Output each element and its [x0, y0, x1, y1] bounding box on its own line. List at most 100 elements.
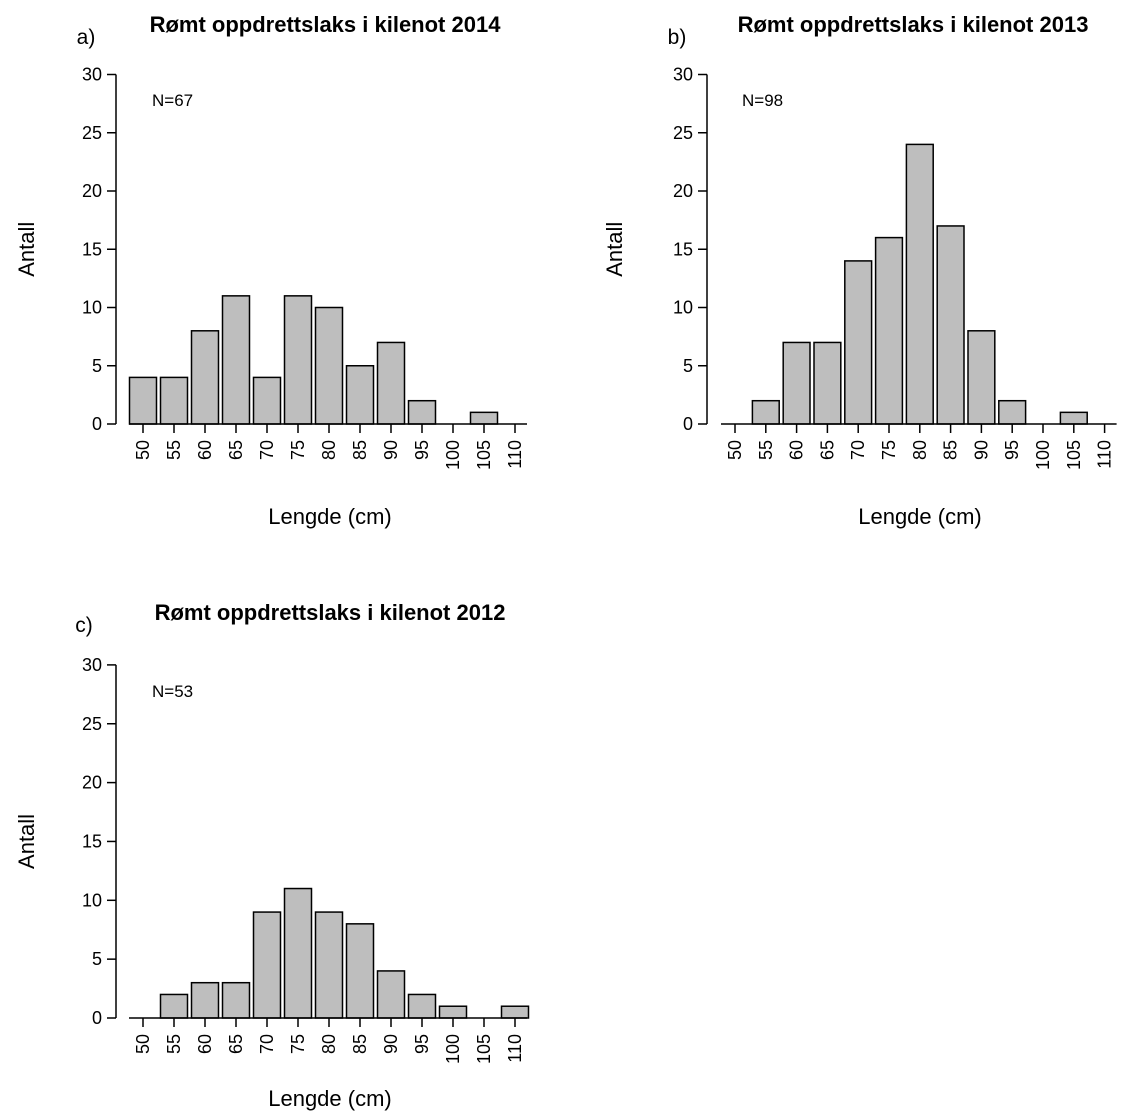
bar — [314, 911, 344, 1019]
x-tick-label: 70 — [257, 440, 277, 460]
bar — [252, 376, 282, 425]
bar — [221, 295, 251, 425]
y-tick-label: 0 — [92, 414, 102, 434]
y-tick-label: 20 — [82, 773, 102, 793]
bar — [782, 341, 811, 425]
bar — [190, 330, 220, 425]
x-tick-label: 85 — [941, 440, 961, 460]
bar — [159, 993, 189, 1019]
x-tick-label: 110 — [505, 440, 525, 469]
chart-title: Rømt oppdrettslaks i kilenot 2012 — [155, 600, 506, 625]
chart-title: Rømt oppdrettslaks i kilenot 2014 — [150, 12, 502, 37]
x-tick-label: 105 — [474, 1034, 494, 1064]
x-tick-label: 70 — [257, 1034, 277, 1054]
x-tick-label: 70 — [848, 440, 868, 460]
x-axis-label: Lengde (cm) — [268, 504, 392, 529]
bar — [345, 365, 375, 425]
sample-size-label: N=67 — [152, 91, 193, 110]
y-tick-label: 20 — [82, 181, 102, 201]
bar — [159, 376, 189, 425]
x-tick-label: 85 — [350, 1034, 370, 1054]
x-tick-label: 110 — [505, 1034, 525, 1063]
bar — [469, 411, 499, 425]
x-tick-label: 60 — [195, 440, 215, 460]
x-tick-label: 50 — [725, 440, 745, 460]
bar — [252, 911, 282, 1019]
x-tick-label: 80 — [910, 440, 930, 460]
y-tick-label: 15 — [673, 239, 693, 259]
bar — [283, 887, 313, 1019]
bar — [376, 970, 406, 1019]
panel-label: a) — [77, 26, 96, 49]
sample-size-label: N=53 — [152, 682, 193, 701]
y-tick-label: 25 — [82, 123, 102, 143]
bar — [905, 143, 934, 425]
y-tick-label: 15 — [82, 239, 102, 259]
y-tick-label: 10 — [673, 298, 693, 318]
y-tick-label: 30 — [82, 655, 102, 675]
y-tick-label: 30 — [673, 65, 693, 85]
x-tick-label: 95 — [1002, 440, 1022, 460]
y-axis-label: Antall — [14, 222, 39, 277]
y-tick-label: 0 — [683, 414, 693, 434]
bar — [128, 376, 158, 425]
y-tick-label: 20 — [673, 181, 693, 201]
y-tick-label: 25 — [82, 714, 102, 734]
y-tick-label: 25 — [673, 123, 693, 143]
bar — [1059, 411, 1088, 425]
bar — [936, 225, 965, 425]
bar — [500, 1005, 530, 1019]
x-tick-label: 60 — [787, 440, 807, 460]
y-tick-label: 5 — [683, 356, 693, 376]
x-tick-label: 100 — [443, 440, 463, 470]
panel-label: b) — [668, 26, 687, 49]
x-tick-label: 50 — [133, 440, 153, 460]
bar — [813, 341, 842, 425]
x-tick-label: 65 — [226, 1034, 246, 1054]
x-tick-label: 85 — [350, 440, 370, 460]
y-tick-label: 30 — [82, 65, 102, 85]
bar — [314, 306, 344, 425]
bar — [190, 981, 220, 1019]
bar — [407, 399, 437, 425]
x-tick-label: 75 — [288, 440, 308, 460]
x-tick-label: 75 — [288, 1034, 308, 1054]
x-tick-label: 100 — [1033, 440, 1053, 470]
x-axis-label: Lengde (cm) — [268, 1086, 392, 1111]
x-tick-label: 90 — [381, 1034, 401, 1054]
y-axis-label: Antall — [602, 222, 627, 277]
bar — [998, 399, 1027, 425]
bar — [376, 341, 406, 425]
x-tick-label: 55 — [164, 440, 184, 460]
bar — [844, 260, 873, 425]
x-tick-label: 50 — [133, 1034, 153, 1054]
x-tick-label: 90 — [381, 440, 401, 460]
x-tick-label: 110 — [1095, 440, 1115, 469]
y-tick-label: 10 — [82, 890, 102, 910]
x-axis-label: Lengde (cm) — [858, 504, 982, 529]
chart-title: Rømt oppdrettslaks i kilenot 2013 — [738, 12, 1089, 37]
x-tick-label: 95 — [412, 440, 432, 460]
x-tick-label: 80 — [319, 440, 339, 460]
x-tick-label: 105 — [474, 440, 494, 470]
bar — [345, 923, 375, 1019]
sample-size-label: N=98 — [742, 91, 783, 110]
x-tick-label: 90 — [971, 440, 991, 460]
x-tick-label: 55 — [756, 440, 776, 460]
y-tick-label: 5 — [92, 356, 102, 376]
bar — [221, 981, 251, 1019]
y-tick-label: 0 — [92, 1008, 102, 1028]
bar — [283, 295, 313, 425]
y-axis-label: Antall — [14, 814, 39, 869]
x-tick-label: 75 — [879, 440, 899, 460]
x-tick-label: 100 — [443, 1034, 463, 1064]
x-tick-label: 55 — [164, 1034, 184, 1054]
y-tick-label: 5 — [92, 949, 102, 969]
bar — [967, 330, 996, 425]
bar — [438, 1005, 468, 1019]
y-tick-label: 10 — [82, 298, 102, 318]
bar — [874, 236, 904, 425]
y-tick-label: 15 — [82, 831, 102, 851]
bar — [407, 993, 437, 1019]
